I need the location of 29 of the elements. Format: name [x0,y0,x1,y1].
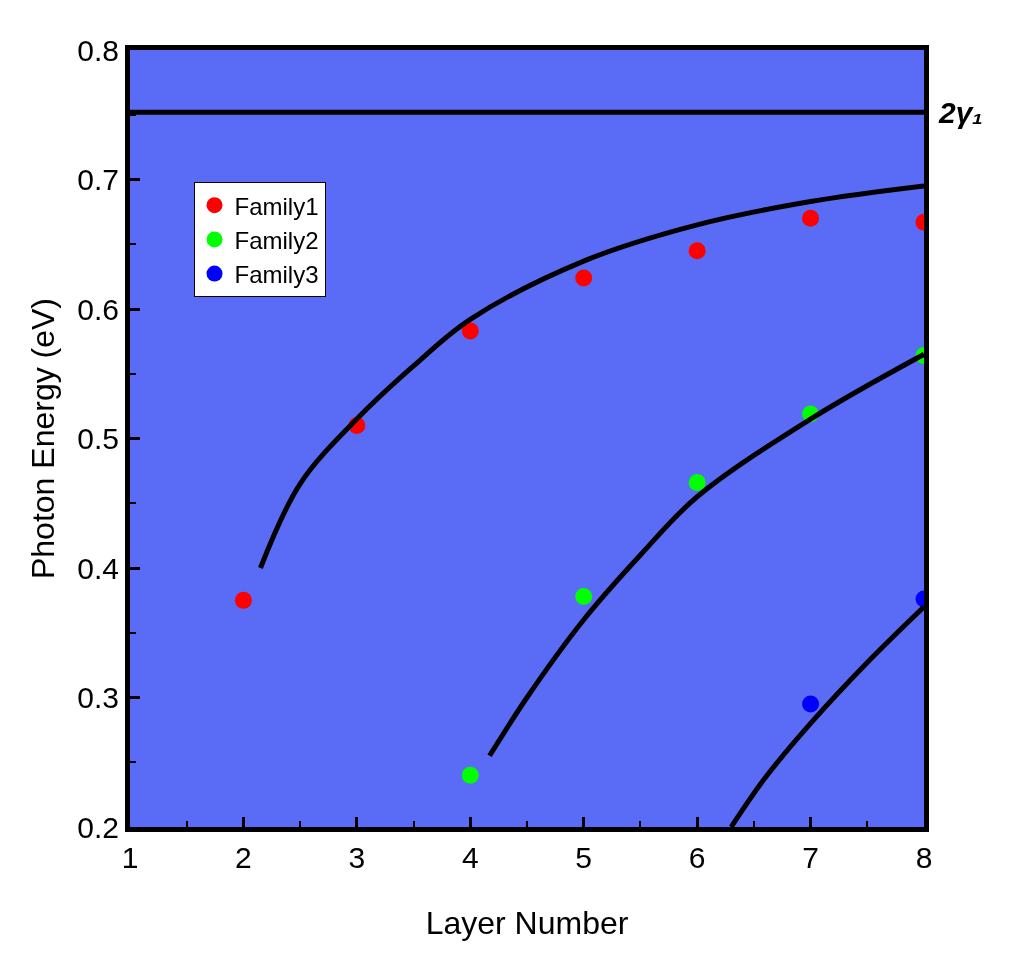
y-tick-label: 0.8 [77,33,119,67]
y-tick-label: 0.6 [77,292,119,326]
point [461,766,479,784]
y-tick-label: 0.2 [77,810,119,844]
x-tick-label: 6 [688,841,706,874]
point [575,269,593,287]
ref-line-label: 2γ₁ [938,96,983,129]
x-tick-label: 7 [802,841,819,874]
point [802,209,820,227]
x-tick-label: 1 [121,841,139,874]
legend-label: Family3 [234,260,319,288]
point [688,242,706,260]
x-tick-label: 4 [461,841,479,874]
y-axis-title: Photon Energy (eV) [24,297,61,580]
y-tick-label: 0.3 [77,681,119,714]
point [688,474,706,492]
y-tick-label: 0.4 [77,551,119,585]
x-axis-title: Layer Number [425,904,629,941]
x-tick-label: 2 [235,841,252,874]
legend-label: Family1 [234,192,319,220]
x-tick-label: 5 [575,841,593,874]
x-tick-label: 3 [348,841,366,874]
point [575,587,593,605]
y-tick-label: 0.5 [77,422,119,455]
point [461,322,479,340]
x-tick-label: 8 [915,841,933,874]
point [234,591,252,609]
legend-label: Family2 [234,226,319,254]
y-tick-label: 0.7 [77,163,119,196]
